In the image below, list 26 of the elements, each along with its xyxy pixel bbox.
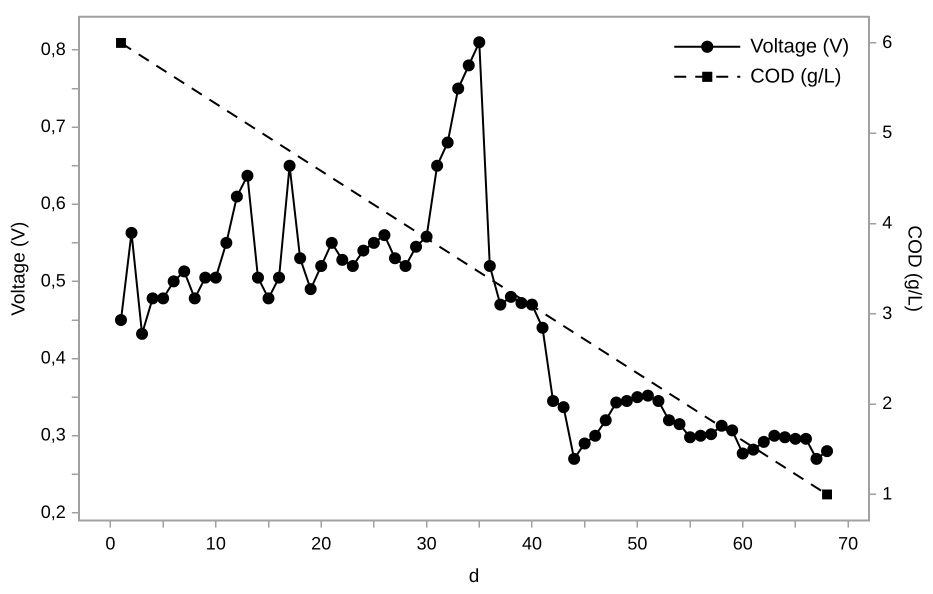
y-axis-title: Voltage (V) [8,222,30,316]
x-tick-label: 70 [838,533,858,554]
y-tick-label: 0,8 [40,38,66,59]
y-tick-label: 0,6 [40,193,66,214]
y-tick-label: 0,2 [40,502,66,522]
legend-label: COD (g/L) [750,65,842,88]
y-tick-label: 0,5 [40,270,66,290]
x-axis-title: d [468,566,480,587]
x-tick-label: 10 [206,533,226,554]
y2-tick-label: 4 [882,212,892,233]
y2-tick-label: 6 [882,32,892,52]
y2-tick-label: 1 [882,483,892,504]
x-tick-label: 60 [732,533,753,554]
y-tick-label: 0,7 [40,116,66,136]
y2-axis-title: COD (g/L) [903,225,924,312]
y-tick-label: 0,3 [40,424,66,445]
x-tick-label: 30 [416,533,437,554]
x-tick-label: 0 [105,533,116,554]
x-tick-label: 50 [627,533,648,554]
y2-tick-label: 3 [882,302,892,323]
x-tick-label: 20 [311,533,332,554]
x-tick-label: 40 [522,533,542,554]
y2-tick-label: 5 [882,122,892,142]
y2-tick-label: 2 [882,393,892,414]
legend-label: Voltage (V) [750,35,850,58]
y-tick-label: 0,4 [40,348,66,368]
